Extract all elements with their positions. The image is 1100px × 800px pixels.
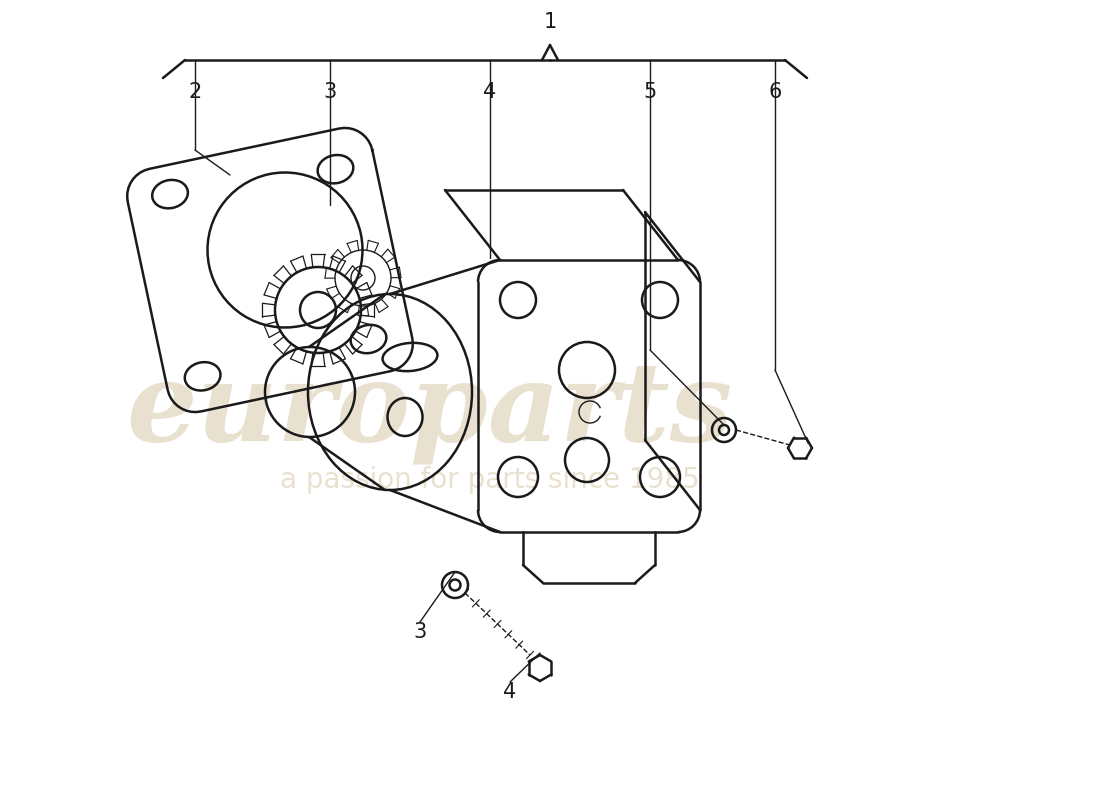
- Text: a passion for parts since 1985: a passion for parts since 1985: [280, 466, 700, 494]
- Text: 5: 5: [644, 82, 657, 102]
- Text: europarts: europarts: [126, 356, 734, 464]
- Text: 3: 3: [323, 82, 337, 102]
- Text: 2: 2: [188, 82, 201, 102]
- Text: 3: 3: [414, 622, 427, 642]
- Text: 6: 6: [768, 82, 782, 102]
- Text: 4: 4: [483, 82, 496, 102]
- Text: 1: 1: [543, 12, 557, 32]
- Text: 4: 4: [504, 682, 517, 702]
